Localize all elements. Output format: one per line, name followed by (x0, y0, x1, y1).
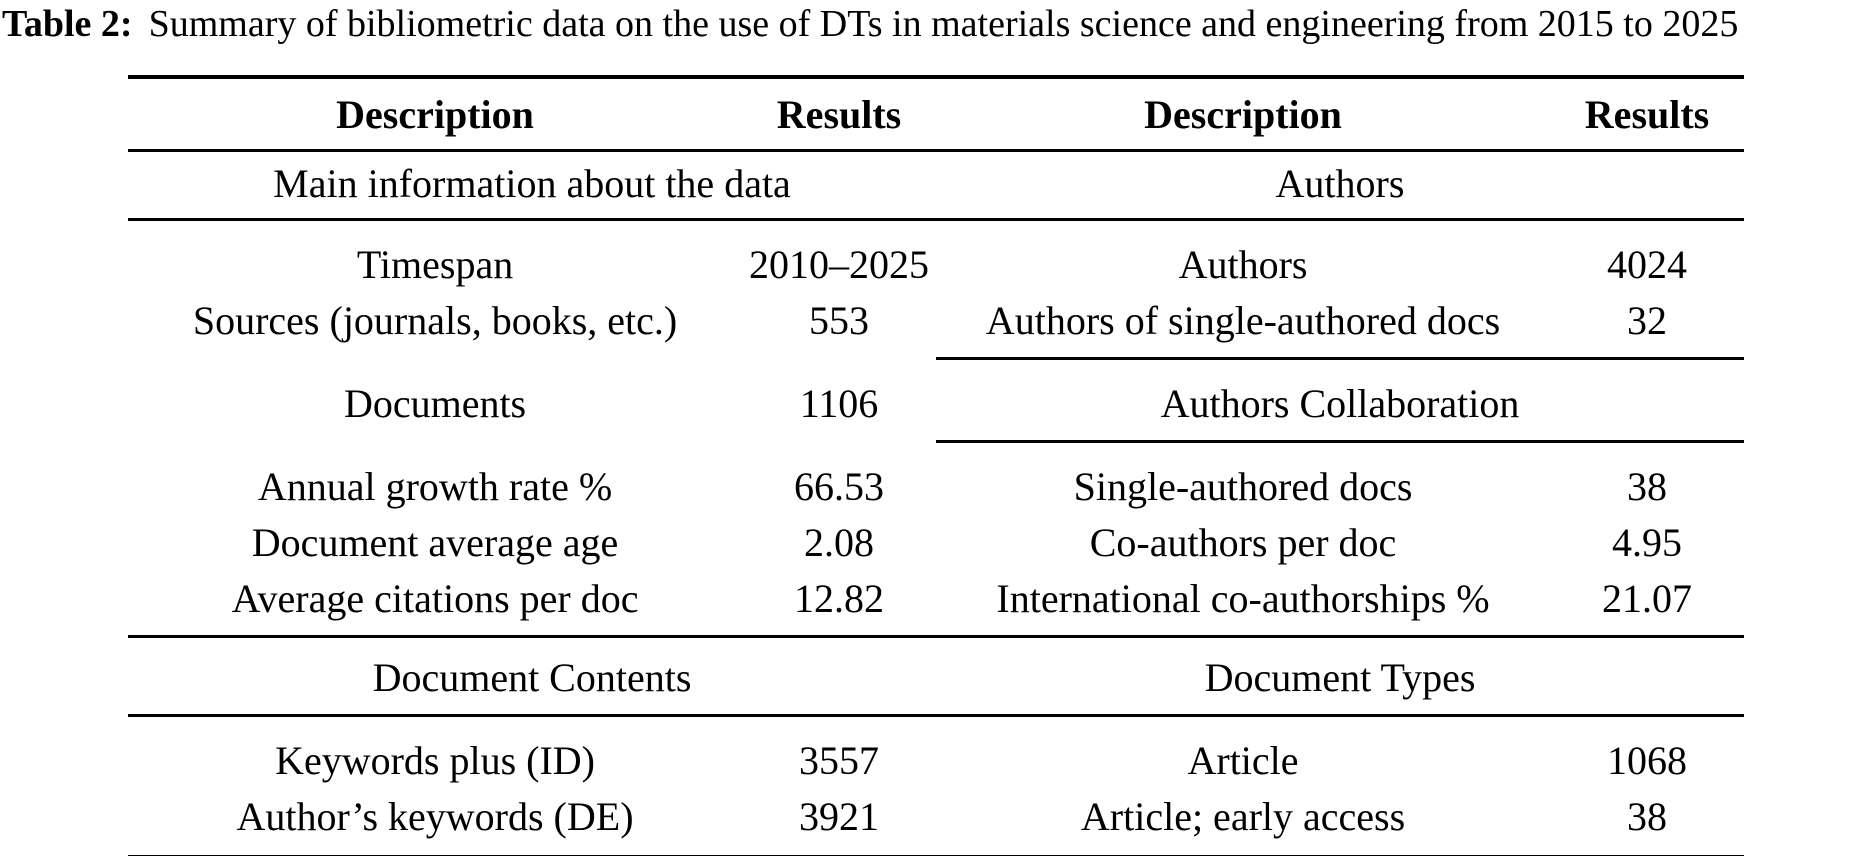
section-header-row-top: Main information about the data Authors (128, 150, 1744, 221)
cell-description: Authors of single-authored docs (935, 293, 1551, 360)
cell-description: International co-authorships % (935, 571, 1551, 638)
cell-result: 66.53 (794, 464, 885, 509)
cell-result: 553 (809, 298, 870, 343)
section-header-authors: Authors (935, 150, 1744, 221)
cell-result: 1106 (799, 381, 879, 426)
cell-description: Article; early access (1080, 794, 1406, 839)
section-header-authors-collaboration: Authors Collaboration (935, 358, 1744, 443)
cell-description: Sources (journals, books, etc.) (192, 298, 678, 343)
cell-result: 4.95 (1612, 520, 1683, 565)
cell-result: 38 (1627, 464, 1668, 509)
cell-description: Authors (1178, 242, 1308, 287)
table-row: Keywords plus (ID) 3557 Article 1068 (128, 716, 1744, 790)
cell-description: Annual growth rate % (257, 464, 613, 509)
cell-result: 1068 (1607, 738, 1688, 783)
cell-result: 3557 (799, 738, 880, 783)
cell-result: 4024 (1607, 242, 1688, 287)
cell-description: Author’s keywords (DE) (236, 794, 634, 839)
cell-result: 32 (1550, 293, 1744, 360)
section-header-row-bottom: Document Contents Document Types (128, 636, 1744, 717)
cell-description: Document average age (251, 520, 619, 565)
section-header-document-contents: Document Contents (128, 636, 936, 717)
section-header-document-types: Document Types (935, 636, 1744, 717)
table-caption: Table 2: Summary of bibliometric data on … (2, 0, 1738, 48)
column-header-results-left: Results (742, 77, 936, 152)
table-row: Annual growth rate % 66.53 Single-author… (128, 442, 1744, 516)
cell-result: 38 (1627, 794, 1668, 839)
cell-description: Average citations per doc (128, 571, 743, 638)
cell-description: Single-authored docs (1073, 464, 1413, 509)
table-row: Timespan 2010–2025 Authors 4024 (128, 220, 1744, 294)
table-caption-label: Table 2: (2, 3, 133, 45)
cell-result: 12.82 (742, 571, 936, 638)
cell-result: 2010–2025 (749, 242, 930, 287)
table-row: Average citations per doc 12.82 Internat… (128, 571, 1744, 638)
table-row: Author’s keywords (DE) 3921 Article; ear… (128, 789, 1744, 856)
cell-result: 21.07 (1550, 571, 1744, 638)
column-header-row: Description Results Description Results (128, 77, 1744, 152)
cell-description: Article (1187, 738, 1299, 783)
cell-result: 2.08 (804, 520, 875, 565)
table-row: Sources (journals, books, etc.) 553 Auth… (128, 293, 1744, 360)
cell-description: Keywords plus (ID) (275, 738, 596, 783)
section-header-main-information: Main information about the data (128, 150, 936, 221)
column-header-description-right: Description (935, 77, 1551, 152)
table-row-documents-and-collaboration-header: Documents 1106 Authors Collaboration (128, 358, 1744, 443)
cell-description: Co-authors per doc (1089, 520, 1397, 565)
column-header-description-left: Description (128, 77, 743, 152)
cell-description: Timespan (356, 242, 514, 287)
table-caption-text: Summary of bibliometric data on the use … (148, 3, 1739, 45)
bibliometric-summary-table: Description Results Description Results … (128, 75, 1744, 856)
cell-description: Documents (343, 381, 527, 426)
column-header-results-right: Results (1550, 77, 1744, 152)
table-row: Document average age 2.08 Co-authors per… (128, 515, 1744, 571)
cell-result: 3921 (799, 794, 880, 839)
